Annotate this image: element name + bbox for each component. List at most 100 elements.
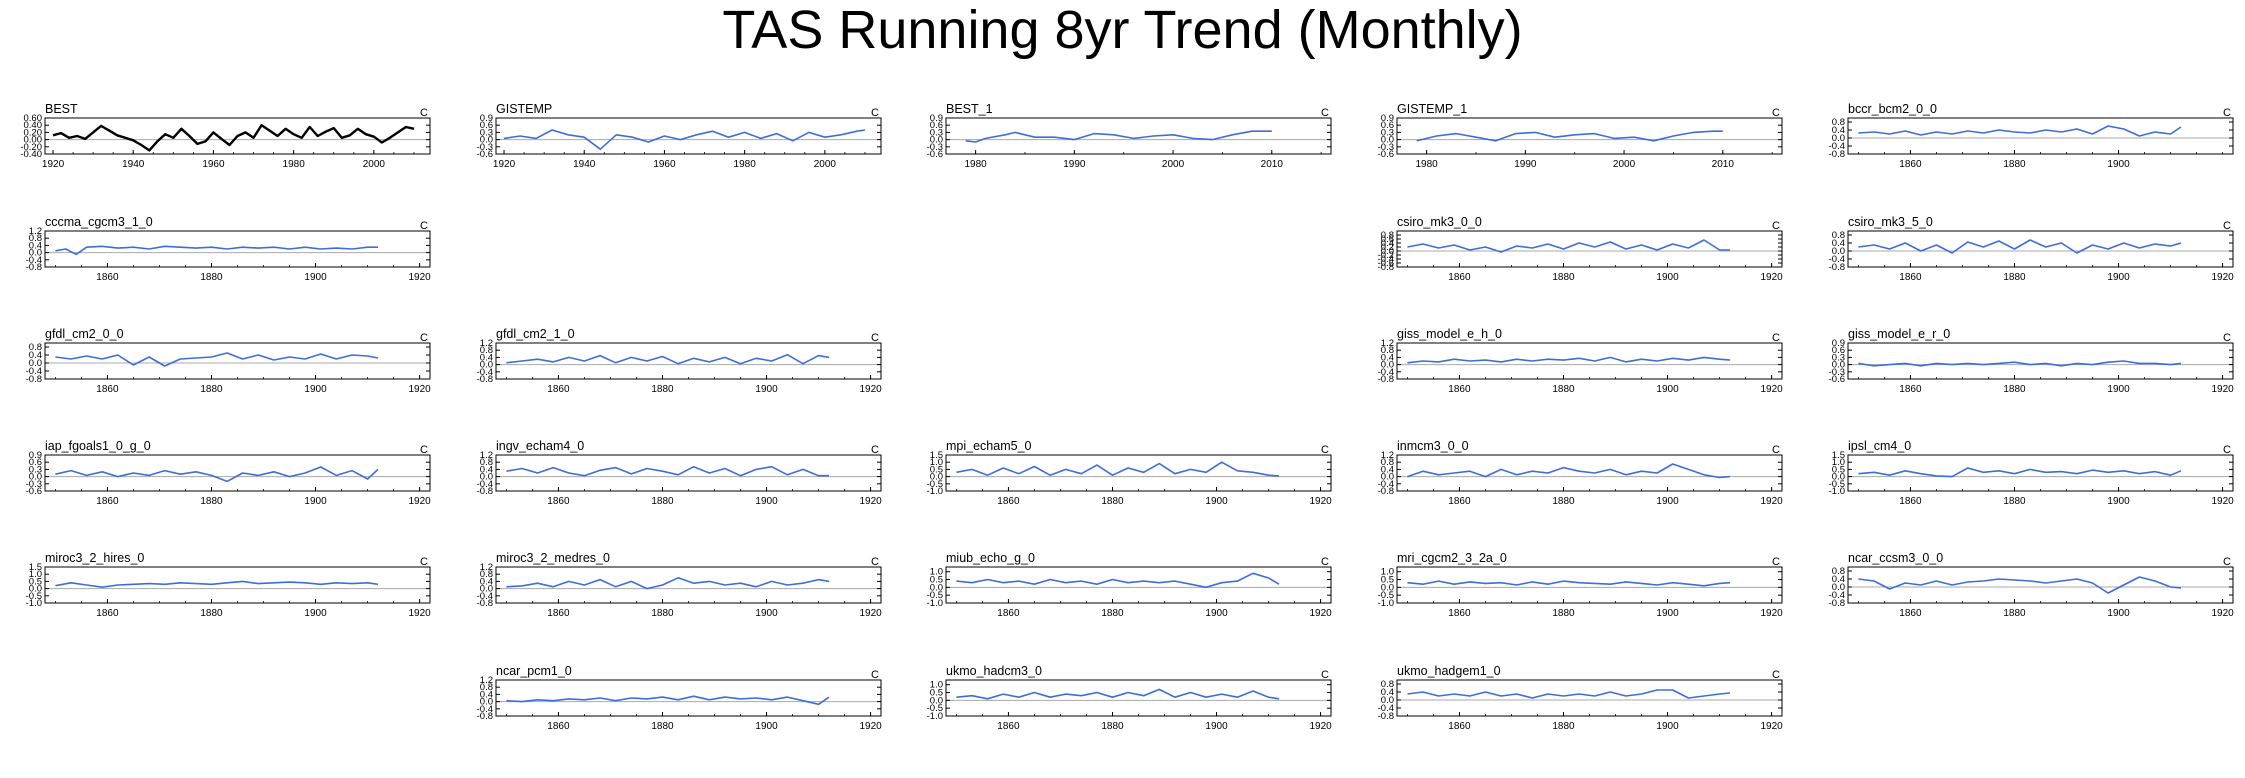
- y-tick-label: 0.6: [1832, 345, 1845, 356]
- y-tick-label: -0.4: [1829, 590, 1845, 601]
- y-tick-label: 0.8: [480, 457, 493, 468]
- panel-title: GISTEMP_1: [1397, 102, 1467, 116]
- x-tick-label: 1980: [964, 159, 987, 170]
- panel-unit: C: [1321, 444, 1329, 456]
- x-tick-label: 1880: [651, 608, 674, 619]
- panel-unit: C: [871, 444, 879, 456]
- x-tick-label: 1860: [1448, 272, 1471, 283]
- x-tick-label: 1900: [304, 384, 327, 395]
- y-tick-label: 1.2: [480, 562, 493, 573]
- y-tick-label: 0.0: [29, 472, 42, 483]
- y-tick-label: 0.4: [1832, 574, 1845, 585]
- x-tick-label: 1900: [1656, 384, 1679, 395]
- x-tick-label: 1900: [1656, 608, 1679, 619]
- x-tick-label: 1860: [1899, 272, 1922, 283]
- x-tick-label: 1880: [1552, 384, 1575, 395]
- x-tick-label: 1900: [2107, 272, 2130, 283]
- y-tick-label: 0.6: [29, 457, 42, 468]
- x-tick-label: 1900: [304, 496, 327, 507]
- panel-unit: C: [2223, 444, 2231, 456]
- panel-ukmo-hadcm3-0: 1860 1880 1900 1920 -1.0-0.50.00.51.0ukmo_ha…: [927, 664, 1333, 732]
- panel-title: ncar_ccsm3_0_0: [1848, 551, 1943, 565]
- x-tick-label: 2000: [1613, 159, 1636, 170]
- panel-best-1: 1980 1990 2000 2010 -0.6-0.30.00.30.60.9BEST…: [927, 102, 1332, 170]
- x-tick-label: 1900: [755, 608, 778, 619]
- x-tick-label: 1860: [1448, 721, 1471, 732]
- y-tick-label: 0.6: [1381, 120, 1394, 131]
- x-tick-label: 1920: [2211, 272, 2234, 283]
- x-tick-label: 1880: [1101, 496, 1124, 507]
- series-line: [1858, 360, 2182, 367]
- x-tick-label: 1860: [547, 496, 570, 507]
- x-tick-label: 1960: [202, 159, 225, 170]
- y-tick-label: 0.0: [29, 584, 42, 595]
- y-tick-label: -0.5: [927, 590, 943, 601]
- y-tick-label: 0.0: [1381, 135, 1394, 146]
- series-line: [1407, 239, 1730, 253]
- series-line: [52, 123, 415, 152]
- y-tick-label: -0.5: [927, 479, 943, 490]
- y-tick-label: -0.6: [927, 149, 943, 160]
- y-tick-label: -0.2: [1378, 250, 1394, 261]
- plot-frame: [1847, 342, 2234, 380]
- panel-gfdl-cm2-0-0: 1860 1880 1900 1920 -0.8-0.40.00.40.8gfdl_cm…: [26, 327, 432, 395]
- x-tick-label: 1900: [755, 384, 778, 395]
- x-tick-label: 1860: [547, 384, 570, 395]
- y-tick-label: -0.8: [1829, 149, 1845, 160]
- y-tick-label: -0.4: [477, 479, 493, 490]
- y-tick-label: -0.3: [477, 142, 493, 153]
- panel-gistemp-1: 1980 1990 2000 2010 -0.6-0.30.00.30.60.9GIST…: [1378, 102, 1783, 170]
- x-tick-label: 1920: [1309, 608, 1332, 619]
- x-tick-label: 1880: [200, 496, 223, 507]
- panel-ingv-echam4-0: 1860 1880 1900 1920 -0.8-0.40.00.40.81.2ingv…: [477, 439, 883, 507]
- x-tick-label: 1860: [96, 384, 119, 395]
- plot-frame: [1847, 230, 2234, 268]
- y-tick-label: 0.4: [480, 464, 493, 475]
- y-tick-label: -0.5: [26, 591, 42, 602]
- y-tick-label: -0.4: [477, 591, 493, 602]
- panel-title: ukmo_hadcm3_0: [946, 664, 1042, 678]
- y-tick-label: -1.0: [927, 486, 943, 497]
- series-line: [1407, 580, 1731, 587]
- panel-unit: C: [420, 332, 428, 344]
- y-tick-label: 0.4: [480, 689, 493, 700]
- y-tick-label: -1.0: [1378, 598, 1394, 609]
- x-tick-label: 2010: [1712, 159, 1735, 170]
- panel-title: BEST_1: [946, 102, 993, 116]
- panel-unit: C: [2223, 220, 2231, 232]
- x-tick-label: 1920: [1760, 496, 1783, 507]
- x-tick-label: 1860: [1899, 384, 1922, 395]
- x-tick-label: 1920: [2211, 496, 2234, 507]
- panel-title: giss_model_e_h_0: [1397, 327, 1502, 341]
- y-tick-label: -0.8: [1378, 711, 1394, 722]
- y-tick-label: 0.8: [1832, 117, 1845, 128]
- x-tick-label: 1860: [547, 721, 570, 732]
- x-tick-label: 1880: [2003, 384, 2026, 395]
- y-tick-label: 0.9: [480, 113, 493, 124]
- panel-title: BEST: [45, 102, 78, 116]
- y-tick-label: -0.6: [26, 486, 42, 497]
- y-tick-label: 0.6: [1381, 234, 1394, 245]
- y-tick-label: 0.5: [930, 464, 943, 475]
- panel-title: mpi_echam5_0: [946, 439, 1032, 453]
- y-tick-label: 0.0: [930, 582, 943, 593]
- panel-unit: C: [2223, 556, 2231, 568]
- x-tick-label: 1880: [651, 496, 674, 507]
- panel-unit: C: [420, 556, 428, 568]
- y-tick-label: -0.3: [1829, 367, 1845, 378]
- x-tick-label: 1900: [2107, 384, 2130, 395]
- x-tick-label: 1880: [1552, 272, 1575, 283]
- panel-unit: C: [1772, 444, 1780, 456]
- series-line: [506, 353, 830, 365]
- x-tick-label: 1900: [1656, 496, 1679, 507]
- y-tick-label: -0.4: [477, 704, 493, 715]
- y-tick-label: 0.5: [930, 575, 943, 586]
- panel-title: miroc3_2_medres_0: [496, 551, 610, 565]
- plot-frame: [1396, 342, 1783, 380]
- panel-title: ingv_echam4_0: [496, 439, 584, 453]
- x-tick-label: 1920: [859, 608, 882, 619]
- y-tick-label: 0.9: [1832, 338, 1845, 349]
- panel-title: bccr_bcm2_0_0: [1848, 102, 1937, 116]
- y-tick-label: -0.20: [20, 142, 42, 153]
